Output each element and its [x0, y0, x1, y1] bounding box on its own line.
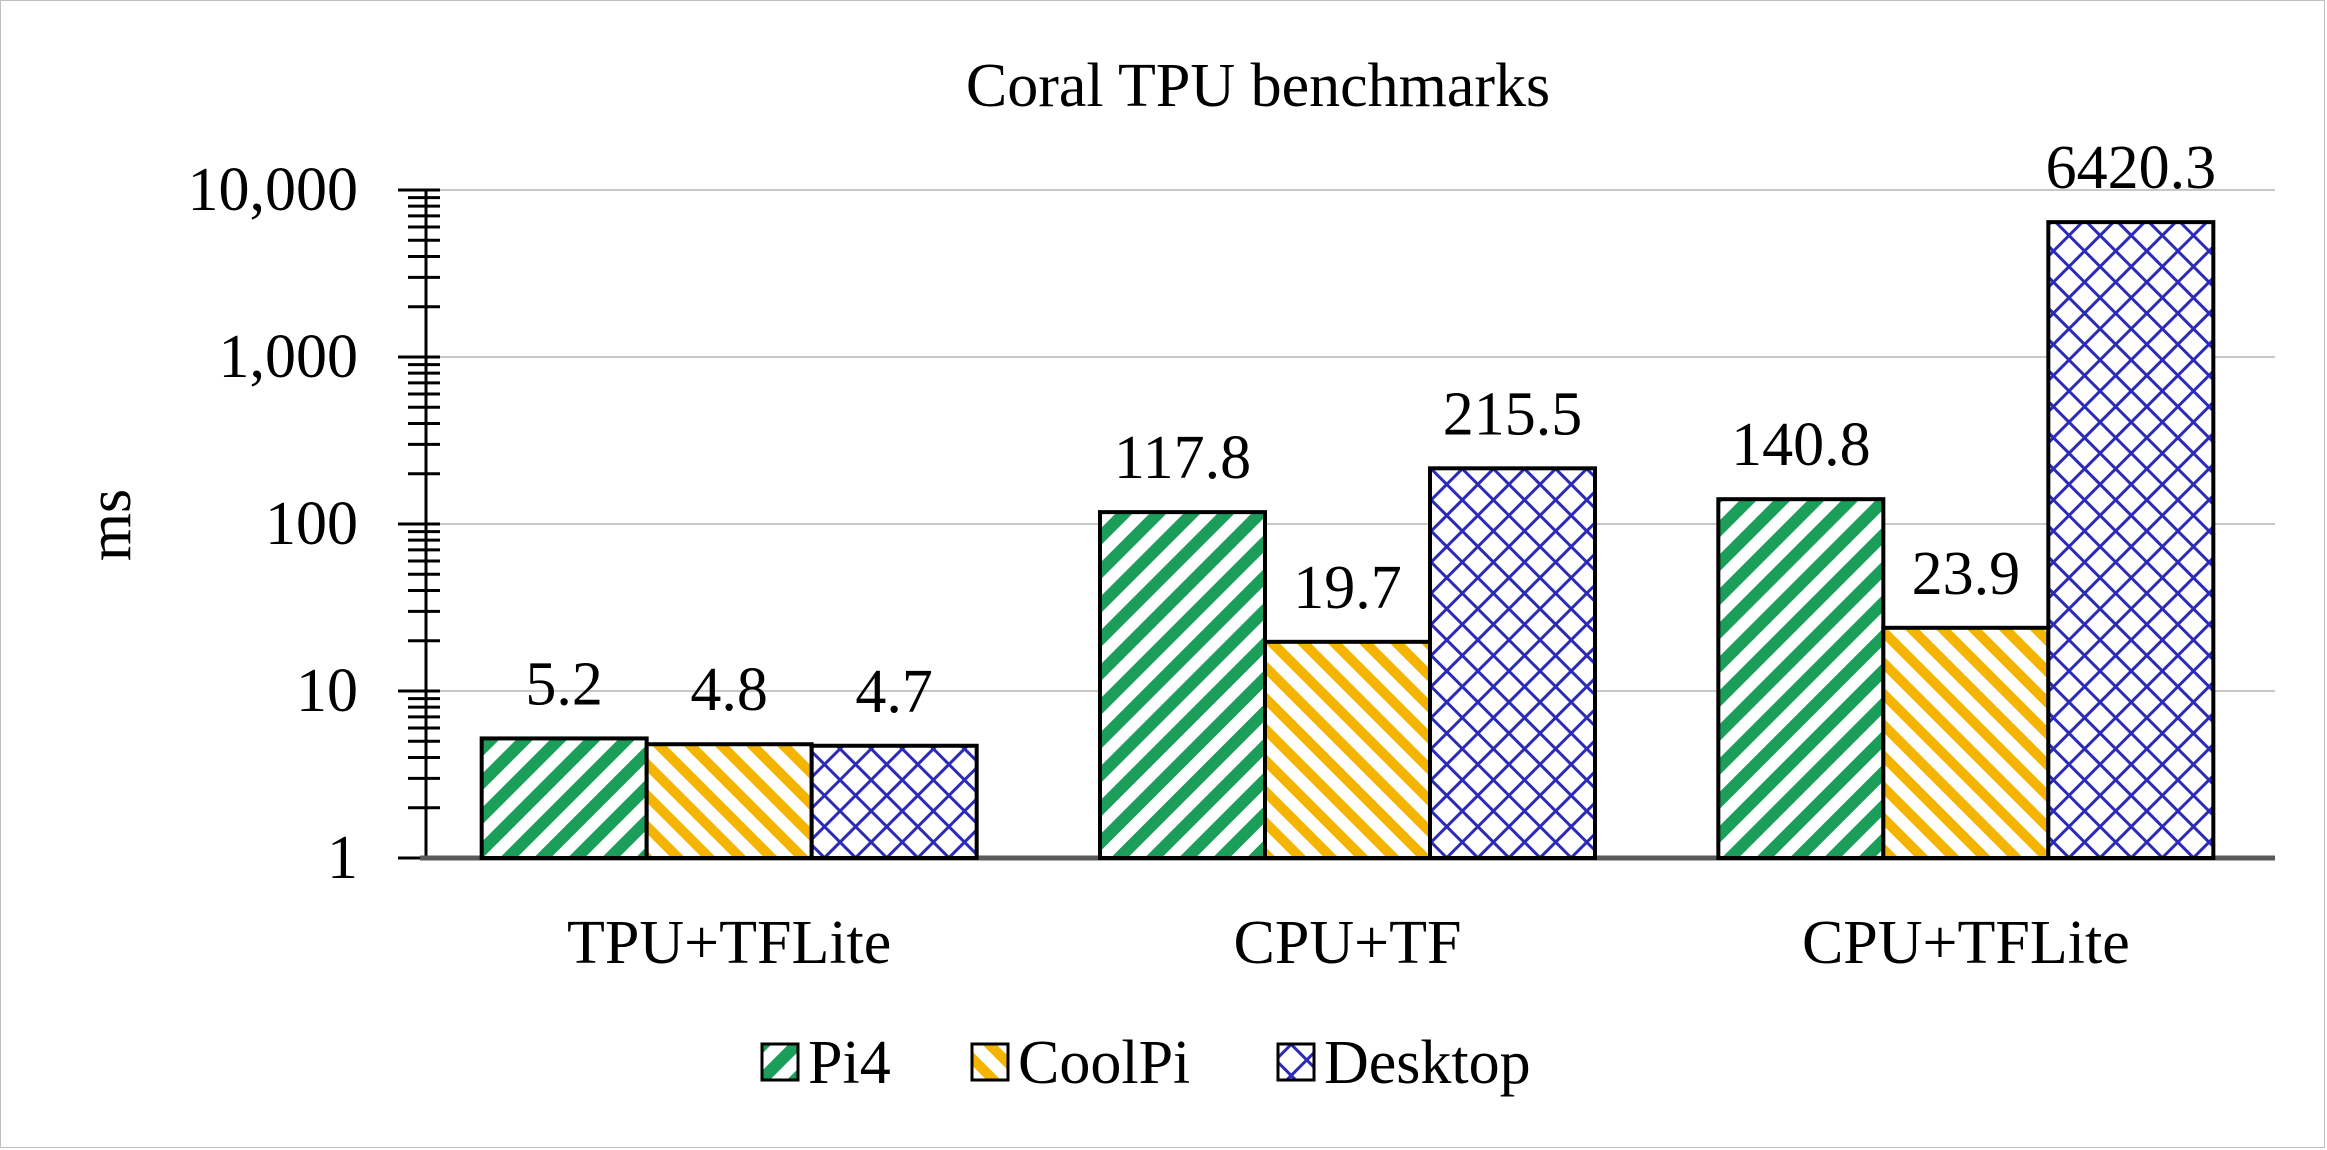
- y-tick-label: 100: [265, 490, 358, 558]
- data-label: 5.2: [525, 650, 603, 718]
- legend-item-pi4[interactable]: Pi4: [760, 1029, 891, 1097]
- x-axis-categories: TPU+TFLite CPU+TF CPU+TFLite: [567, 909, 2130, 977]
- bar-desktop-3: [2046, 220, 2216, 861]
- legend-swatch: [1276, 1042, 1316, 1082]
- y-tick-label: 1: [327, 824, 358, 892]
- data-label: 215.5: [1443, 380, 1583, 448]
- legend-label: Pi4: [808, 1029, 891, 1097]
- y-tick-label: 10,000: [188, 156, 359, 224]
- legend-label: CoolPi: [1018, 1029, 1190, 1097]
- bar-coolpi-1: [644, 742, 814, 861]
- data-label: 140.8: [1731, 411, 1871, 479]
- y-tick-label: 10: [296, 657, 358, 725]
- legend-swatch: [970, 1042, 1010, 1082]
- data-label: 6420.3: [2046, 134, 2217, 202]
- x-category-label: CPU+TF: [1234, 909, 1462, 977]
- legend[interactable]: Pi4 CoolPi Desktop: [760, 1029, 1531, 1097]
- data-label: 23.9: [1912, 540, 2021, 608]
- x-category-label: CPU+TFLite: [1802, 909, 2130, 977]
- y-axis-label: ms: [76, 489, 144, 561]
- x-category-label: TPU+TFLite: [567, 909, 891, 977]
- chart-title: Coral TPU benchmarks: [966, 52, 1550, 120]
- bar-pi4-3: [1716, 497, 1886, 860]
- y-tick-label: 1,000: [219, 323, 359, 391]
- bar-pi4-1: [479, 736, 649, 860]
- legend-swatch: [760, 1042, 800, 1082]
- data-label: 4.8: [690, 656, 768, 724]
- bar-desktop-2: [1428, 466, 1597, 860]
- bar-pi4-2: [1098, 510, 1267, 860]
- bar-desktop-1: [809, 743, 979, 860]
- data-label: 4.7: [855, 658, 933, 726]
- legend-item-coolpi[interactable]: CoolPi: [970, 1029, 1190, 1097]
- bar-coolpi-2: [1263, 639, 1432, 861]
- bar-coolpi-3: [1881, 625, 2051, 860]
- data-label: 117.8: [1114, 424, 1251, 492]
- legend-label: Desktop: [1324, 1029, 1531, 1097]
- data-labels: 5.2 4.8 4.7 117.8 19.7 215.5 140.8 23.9 6420.3: [525, 134, 2216, 726]
- bars: [479, 220, 2216, 861]
- legend-item-desktop[interactable]: Desktop: [1276, 1029, 1531, 1097]
- data-label: 19.7: [1293, 554, 1402, 622]
